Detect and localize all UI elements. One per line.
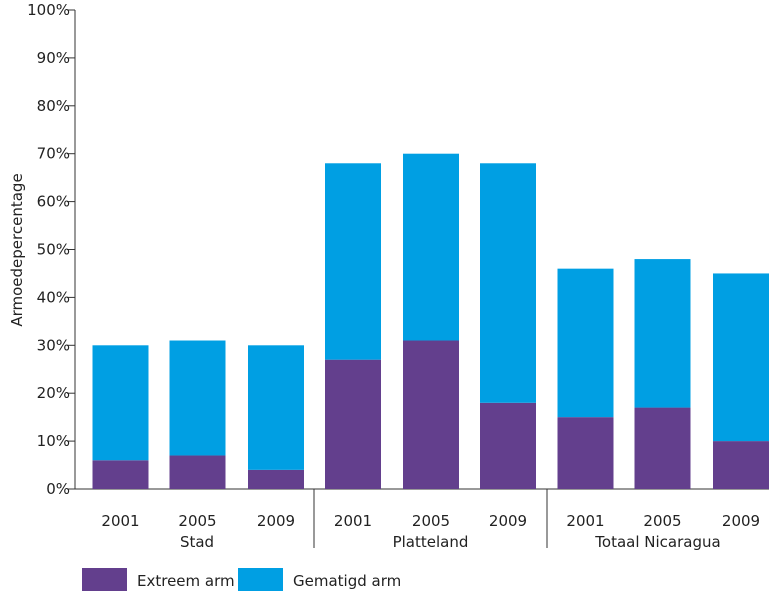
legend-swatch — [238, 568, 283, 591]
bars — [92, 153, 769, 489]
x-category-labels: 2001 2005 2009 2001 2005 2009 2001 2005 2009 — [101, 512, 760, 530]
y-tick-label: 40% — [37, 288, 70, 306]
y-tick-label: 30% — [37, 336, 70, 354]
y-tick-label: 0% — [46, 480, 70, 498]
bar-segment-gematigd-arm — [634, 259, 691, 408]
x-tick-label: 2005 — [412, 512, 450, 530]
legend-label: Gematigd arm — [293, 572, 401, 590]
bar-segment-gematigd-arm — [403, 153, 459, 341]
x-tick-label: 2001 — [566, 512, 604, 530]
bar-segment-extreem-arm — [634, 407, 691, 489]
bar-segment-gematigd-arm — [92, 345, 149, 461]
x-tick-label: 2005 — [643, 512, 681, 530]
legend: Extreem arm Gematigd arm — [82, 568, 401, 591]
x-group-label: Platteland — [393, 533, 469, 551]
x-tick-label: 2009 — [722, 512, 760, 530]
y-tick-label: 80% — [37, 97, 70, 115]
y-tick-label: 60% — [37, 193, 70, 211]
bar-segment-gematigd-arm — [325, 163, 381, 360]
bar-segment-extreem-arm — [480, 402, 536, 489]
y-tick-label: 50% — [37, 241, 70, 259]
y-axis-title: Armoedepercentage — [8, 173, 26, 326]
legend-label: Extreem arm — [137, 572, 235, 590]
y-tick-label: 90% — [37, 49, 70, 67]
bar-segment-gematigd-arm — [480, 163, 536, 403]
x-tick-label: 2005 — [178, 512, 216, 530]
bar-segment-gematigd-arm — [713, 273, 769, 442]
x-group-label: Stad — [180, 533, 214, 551]
x-tick-label: 2009 — [489, 512, 527, 530]
bar-segment-extreem-arm — [325, 359, 381, 489]
bar-segment-extreem-arm — [248, 469, 304, 489]
x-tick-label: 2001 — [101, 512, 139, 530]
bar-segment-extreem-arm — [403, 340, 459, 489]
bar-segment-gematigd-arm — [557, 268, 614, 418]
y-tick-label: 20% — [37, 384, 70, 402]
bar-segment-extreem-arm — [92, 460, 149, 489]
bar-segment-extreem-arm — [169, 455, 226, 489]
x-group-labels: Stad Platteland Totaal Nicaragua — [180, 489, 721, 551]
bar-segment-gematigd-arm — [169, 340, 226, 456]
legend-swatch — [82, 568, 127, 591]
x-group-label: Totaal Nicaragua — [594, 533, 720, 551]
y-tick-label: 70% — [37, 145, 70, 163]
bar-segment-extreem-arm — [557, 417, 614, 489]
y-tick-label: 10% — [37, 432, 70, 450]
y-axis-ticks: 0% 10% 20% 30% 40% 50% 60% 70% 80% 90% 100% — [27, 1, 75, 498]
bar-segment-extreem-arm — [713, 441, 769, 489]
x-tick-label: 2001 — [334, 512, 372, 530]
bar-segment-gematigd-arm — [248, 345, 304, 470]
y-tick-label: 100% — [27, 1, 70, 19]
x-tick-label: 2009 — [257, 512, 295, 530]
